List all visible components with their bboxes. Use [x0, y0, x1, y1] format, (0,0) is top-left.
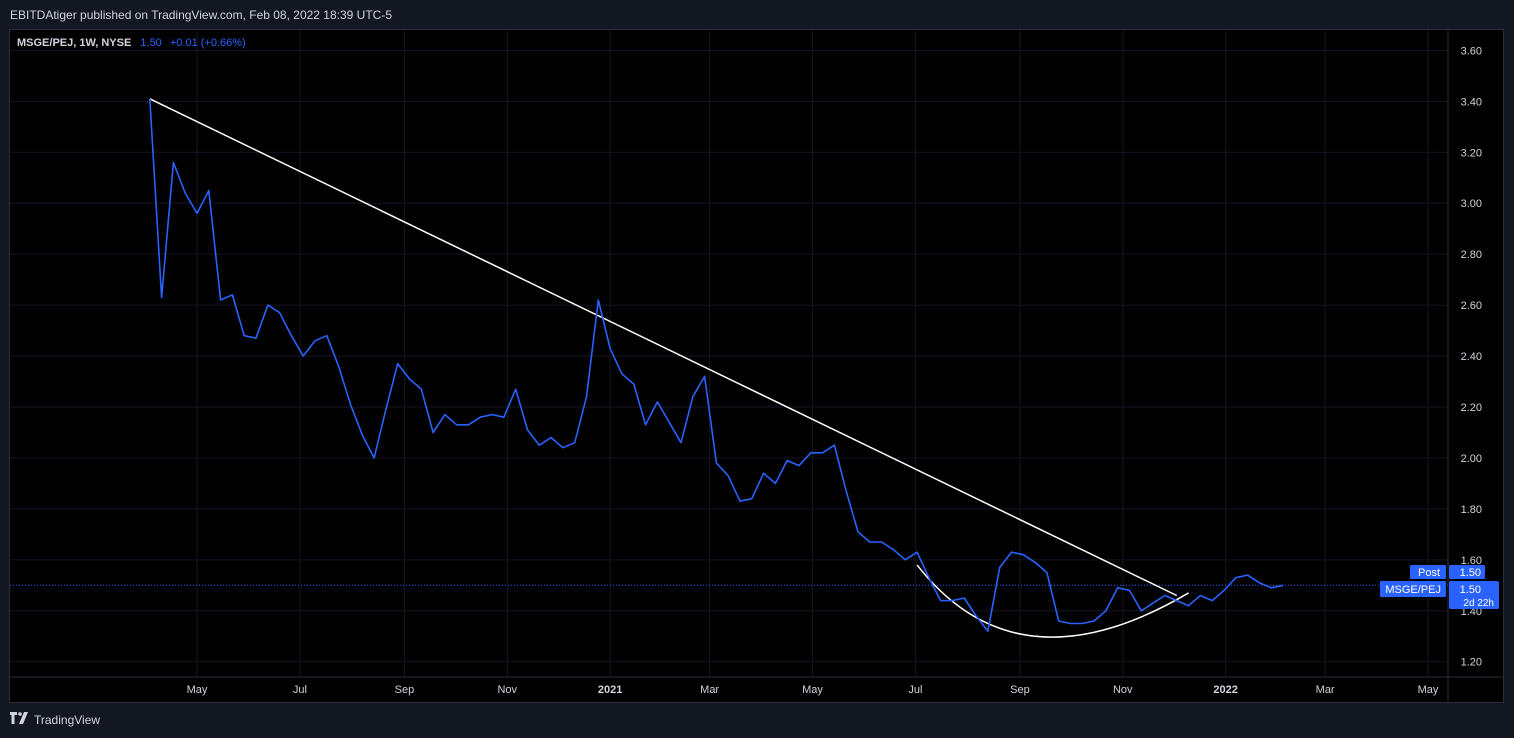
trendline — [149, 98, 1178, 597]
x-tick-label: Jul — [908, 684, 922, 696]
y-tick-label: 3.00 — [1461, 198, 1482, 210]
x-tick-label: 2022 — [1213, 684, 1237, 696]
y-tick-label: 2.00 — [1461, 453, 1482, 465]
footer-brand: TradingView — [34, 712, 101, 727]
y-tick-label: 1.60 — [1461, 555, 1482, 567]
y-tick-label: 1.80 — [1461, 504, 1482, 516]
x-tick-label: Sep — [1010, 684, 1030, 696]
post-tag-label: Post — [1418, 567, 1440, 579]
y-tick-label: 3.20 — [1461, 147, 1482, 159]
publish-header: EBITDAtiger published on TradingView.com… — [10, 8, 392, 22]
legend-value: 1.50 — [140, 37, 162, 49]
x-tick-label: Mar — [700, 684, 719, 696]
post-tag-bg — [1410, 565, 1446, 579]
chart-frame[interactable] — [9, 29, 1504, 703]
legend-symbol: MSGE/PEJ, 1W, NYSE — [17, 37, 132, 49]
symbol-legend[interactable]: MSGE/PEJ, 1W, NYSE 1.50 +0.01 (+0.66%) — [17, 37, 246, 49]
x-tick-label: May — [1418, 684, 1439, 696]
post-value: 1.50 — [1460, 567, 1481, 579]
x-tick-label: Nov — [497, 684, 517, 696]
y-tick-label: 2.40 — [1461, 351, 1482, 363]
series-line-msge-pej — [149, 98, 1284, 632]
x-tick-label: May — [187, 684, 208, 696]
y-tick-label: 2.60 — [1461, 300, 1482, 312]
x-tick-label: Mar — [1316, 684, 1335, 696]
x-tick-label: Sep — [395, 684, 415, 696]
y-tick-label: 2.80 — [1461, 249, 1482, 261]
symbol-tag-label: MSGE/PEJ — [1385, 584, 1441, 596]
y-tick-label: 2.20 — [1461, 402, 1482, 414]
x-tick-label: Jul — [293, 684, 307, 696]
x-tick-label: 2021 — [598, 684, 622, 696]
y-tick-label: 3.60 — [1461, 45, 1482, 57]
symbol-value: 1.50 — [1460, 584, 1481, 596]
symbol-tag-bg — [1380, 581, 1446, 597]
x-tick-label: May — [802, 684, 823, 696]
rounding-bottom-arc — [916, 564, 1189, 638]
y-tick-label: 3.40 — [1461, 96, 1482, 108]
legend-change: +0.01 (+0.66%) — [169, 37, 246, 49]
x-tick-label: Nov — [1113, 684, 1133, 696]
bar-countdown: 2d 22h — [1463, 598, 1494, 609]
symbol-value-bg — [1449, 581, 1499, 609]
tradingview-logo-icon — [10, 712, 30, 727]
y-tick-label: 1.20 — [1461, 657, 1482, 669]
post-value-bg — [1449, 565, 1485, 579]
footer[interactable]: TradingView — [10, 712, 100, 727]
